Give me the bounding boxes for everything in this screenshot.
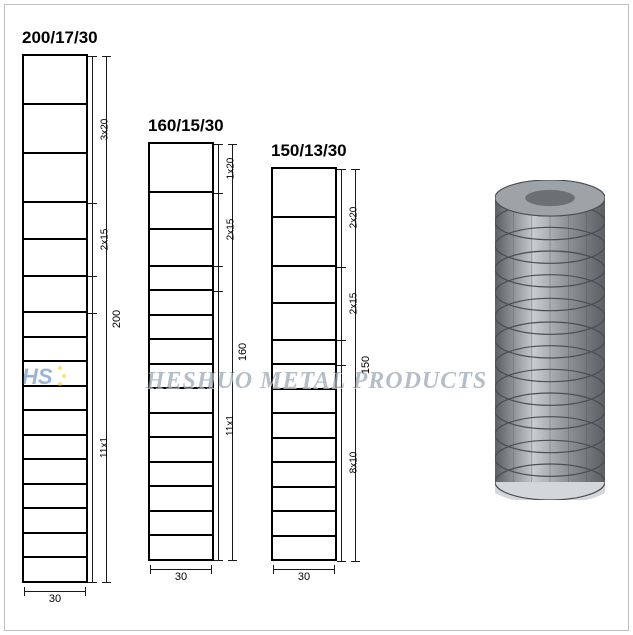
fence-cell xyxy=(24,558,86,583)
fence-cell xyxy=(273,218,335,267)
width-dimension: 30 xyxy=(273,561,335,581)
fence-cell xyxy=(24,485,86,510)
fence-grid: 2x202x158x1015030 xyxy=(271,167,337,561)
total-height-label: 160 xyxy=(237,343,249,361)
fence-cell xyxy=(273,488,335,513)
wire-roll-illustration xyxy=(495,180,603,505)
dimension-column: 1x202x1511x1160 xyxy=(212,144,232,561)
fence-cell xyxy=(150,512,212,537)
fence-cell xyxy=(273,267,335,304)
width-label: 30 xyxy=(273,571,335,583)
fence-cell xyxy=(24,387,86,412)
width-label: 30 xyxy=(150,571,212,583)
dimension-label: 2x15 xyxy=(225,218,236,240)
fence-cell xyxy=(150,230,212,267)
fence-cell xyxy=(24,105,86,154)
width-dimension: 30 xyxy=(150,561,212,581)
fence-cell xyxy=(24,277,86,314)
fence-cell xyxy=(24,203,86,240)
dimension-label: 2x15 xyxy=(99,228,110,250)
fence-200-17-30: 200/17/30 3x202x1511x120030 xyxy=(22,28,98,583)
fence-grid: 3x202x1511x120030 xyxy=(22,54,88,583)
fence-cell xyxy=(24,411,86,436)
fence-cell xyxy=(273,365,335,390)
fence-cell xyxy=(24,240,86,277)
fence-grid: 1x202x1511x116030 xyxy=(148,142,214,561)
fence-cell xyxy=(273,169,335,218)
width-dimension: 30 xyxy=(24,583,86,603)
fence-cell xyxy=(24,362,86,387)
fence-cell xyxy=(273,304,335,341)
fence-title: 150/13/30 xyxy=(271,141,347,161)
total-height-label: 200 xyxy=(111,310,123,328)
fence-cell xyxy=(273,439,335,464)
fence-160-15-30: 160/15/30 1x202x1511x116030 xyxy=(148,116,224,561)
fence-cell xyxy=(273,463,335,488)
fence-cell xyxy=(24,436,86,461)
fence-cell xyxy=(150,365,212,390)
fence-cell xyxy=(150,487,212,512)
dimension-label: 11x1 xyxy=(99,437,110,458)
dimension-column: 2x202x158x10150 xyxy=(335,169,355,561)
dimension-label: 1x20 xyxy=(225,157,236,179)
fence-cell xyxy=(24,154,86,203)
fence-cell xyxy=(273,390,335,415)
fence-title: 200/17/30 xyxy=(22,28,98,48)
dimension-label: 2x15 xyxy=(348,292,359,314)
fence-cell xyxy=(150,389,212,414)
fence-cell xyxy=(24,338,86,363)
dimension-label: 8x10 xyxy=(348,452,359,474)
fence-title: 160/15/30 xyxy=(148,116,224,136)
fence-150-13-30: 150/13/30 2x202x158x1015030 xyxy=(271,141,347,561)
fence-cell xyxy=(24,534,86,559)
fence-cell xyxy=(150,144,212,193)
fence-cell xyxy=(150,340,212,365)
total-height-label: 150 xyxy=(360,356,372,374)
fence-cell xyxy=(24,509,86,534)
fence-cell xyxy=(150,463,212,488)
fence-cell xyxy=(24,56,86,105)
dimension-column: 3x202x1511x1200 xyxy=(86,56,106,583)
fence-cell xyxy=(273,537,335,562)
fence-cell xyxy=(150,536,212,561)
fence-cell xyxy=(24,460,86,485)
fence-cell xyxy=(24,313,86,338)
fence-cell xyxy=(150,438,212,463)
fence-cell xyxy=(150,316,212,341)
fence-cell xyxy=(273,414,335,439)
fence-cell xyxy=(273,512,335,537)
fence-cell xyxy=(150,193,212,230)
dimension-label: 2x20 xyxy=(348,207,359,229)
fence-cell xyxy=(150,291,212,316)
dimension-label: 3x20 xyxy=(99,118,110,140)
fence-cell xyxy=(150,414,212,439)
dimension-label: 11x1 xyxy=(225,415,236,436)
fence-cell xyxy=(273,341,335,366)
width-label: 30 xyxy=(24,593,86,605)
fence-cell xyxy=(150,267,212,292)
